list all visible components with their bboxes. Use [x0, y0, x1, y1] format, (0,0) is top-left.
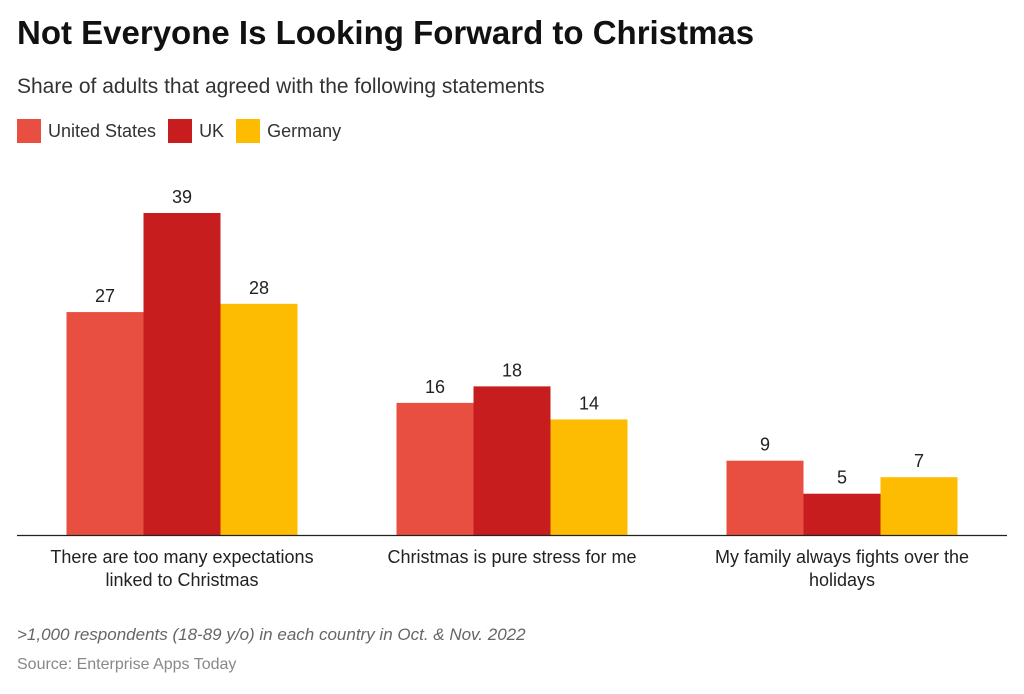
footnote: >1,000 respondents (18-89 y/o) in each c…: [17, 625, 526, 644]
data-label: 27: [95, 286, 115, 306]
bar: [66, 312, 144, 535]
category-label: Christmas is pure stress for me: [387, 547, 636, 567]
data-label: 28: [249, 278, 269, 298]
bar: [880, 477, 958, 535]
category-label: My family always fights over the holidays: [715, 547, 969, 590]
legend-item-us: United States: [17, 119, 156, 143]
bar: [220, 303, 298, 535]
data-label: 5: [837, 468, 847, 488]
data-label: 39: [172, 187, 192, 207]
bar: [143, 213, 221, 535]
legend-label: United States: [48, 120, 157, 141]
data-label: 14: [579, 393, 599, 413]
legend-swatch: [236, 119, 261, 143]
data-label: 7: [914, 451, 924, 471]
bar: [550, 419, 628, 535]
bar: [396, 402, 474, 535]
legend: United States UK Germany: [17, 119, 341, 143]
bar: [803, 493, 881, 535]
bar: [473, 386, 551, 535]
legend-item-uk: UK: [168, 119, 224, 143]
data-label: 16: [425, 377, 445, 397]
chart-title: Not Everyone Is Looking Forward to Chris…: [17, 14, 755, 51]
legend-swatch: [17, 119, 41, 143]
data-label: 9: [760, 435, 770, 455]
legend-label: UK: [199, 120, 225, 141]
source: Source: Enterprise Apps Today: [17, 656, 237, 673]
data-label: 18: [502, 360, 522, 380]
chart-subtitle: Share of adults that agreed with the fol…: [17, 75, 545, 98]
bar: [726, 460, 804, 535]
legend-label: Germany: [267, 120, 342, 141]
legend-item-germany: Germany: [236, 119, 341, 143]
category-label: There are too many expectations linked to…: [50, 547, 313, 590]
legend-swatch: [168, 119, 193, 143]
